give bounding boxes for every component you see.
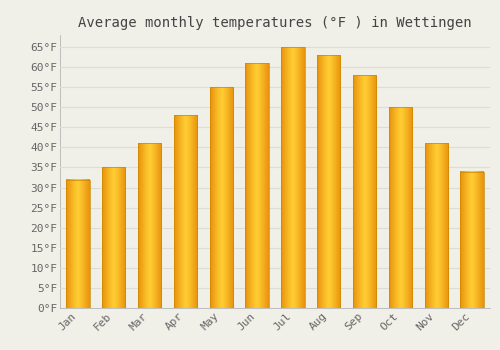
- Bar: [66, 180, 90, 308]
- Bar: [210, 87, 233, 308]
- Bar: [460, 172, 483, 308]
- Bar: [282, 47, 304, 308]
- Bar: [138, 144, 161, 308]
- Bar: [389, 107, 412, 308]
- Bar: [102, 168, 126, 308]
- Bar: [317, 55, 340, 308]
- Bar: [174, 115, 197, 308]
- Bar: [353, 75, 376, 308]
- Title: Average monthly temperatures (°F ) in Wettingen: Average monthly temperatures (°F ) in We…: [78, 16, 472, 30]
- Bar: [246, 63, 268, 308]
- Bar: [424, 144, 448, 308]
